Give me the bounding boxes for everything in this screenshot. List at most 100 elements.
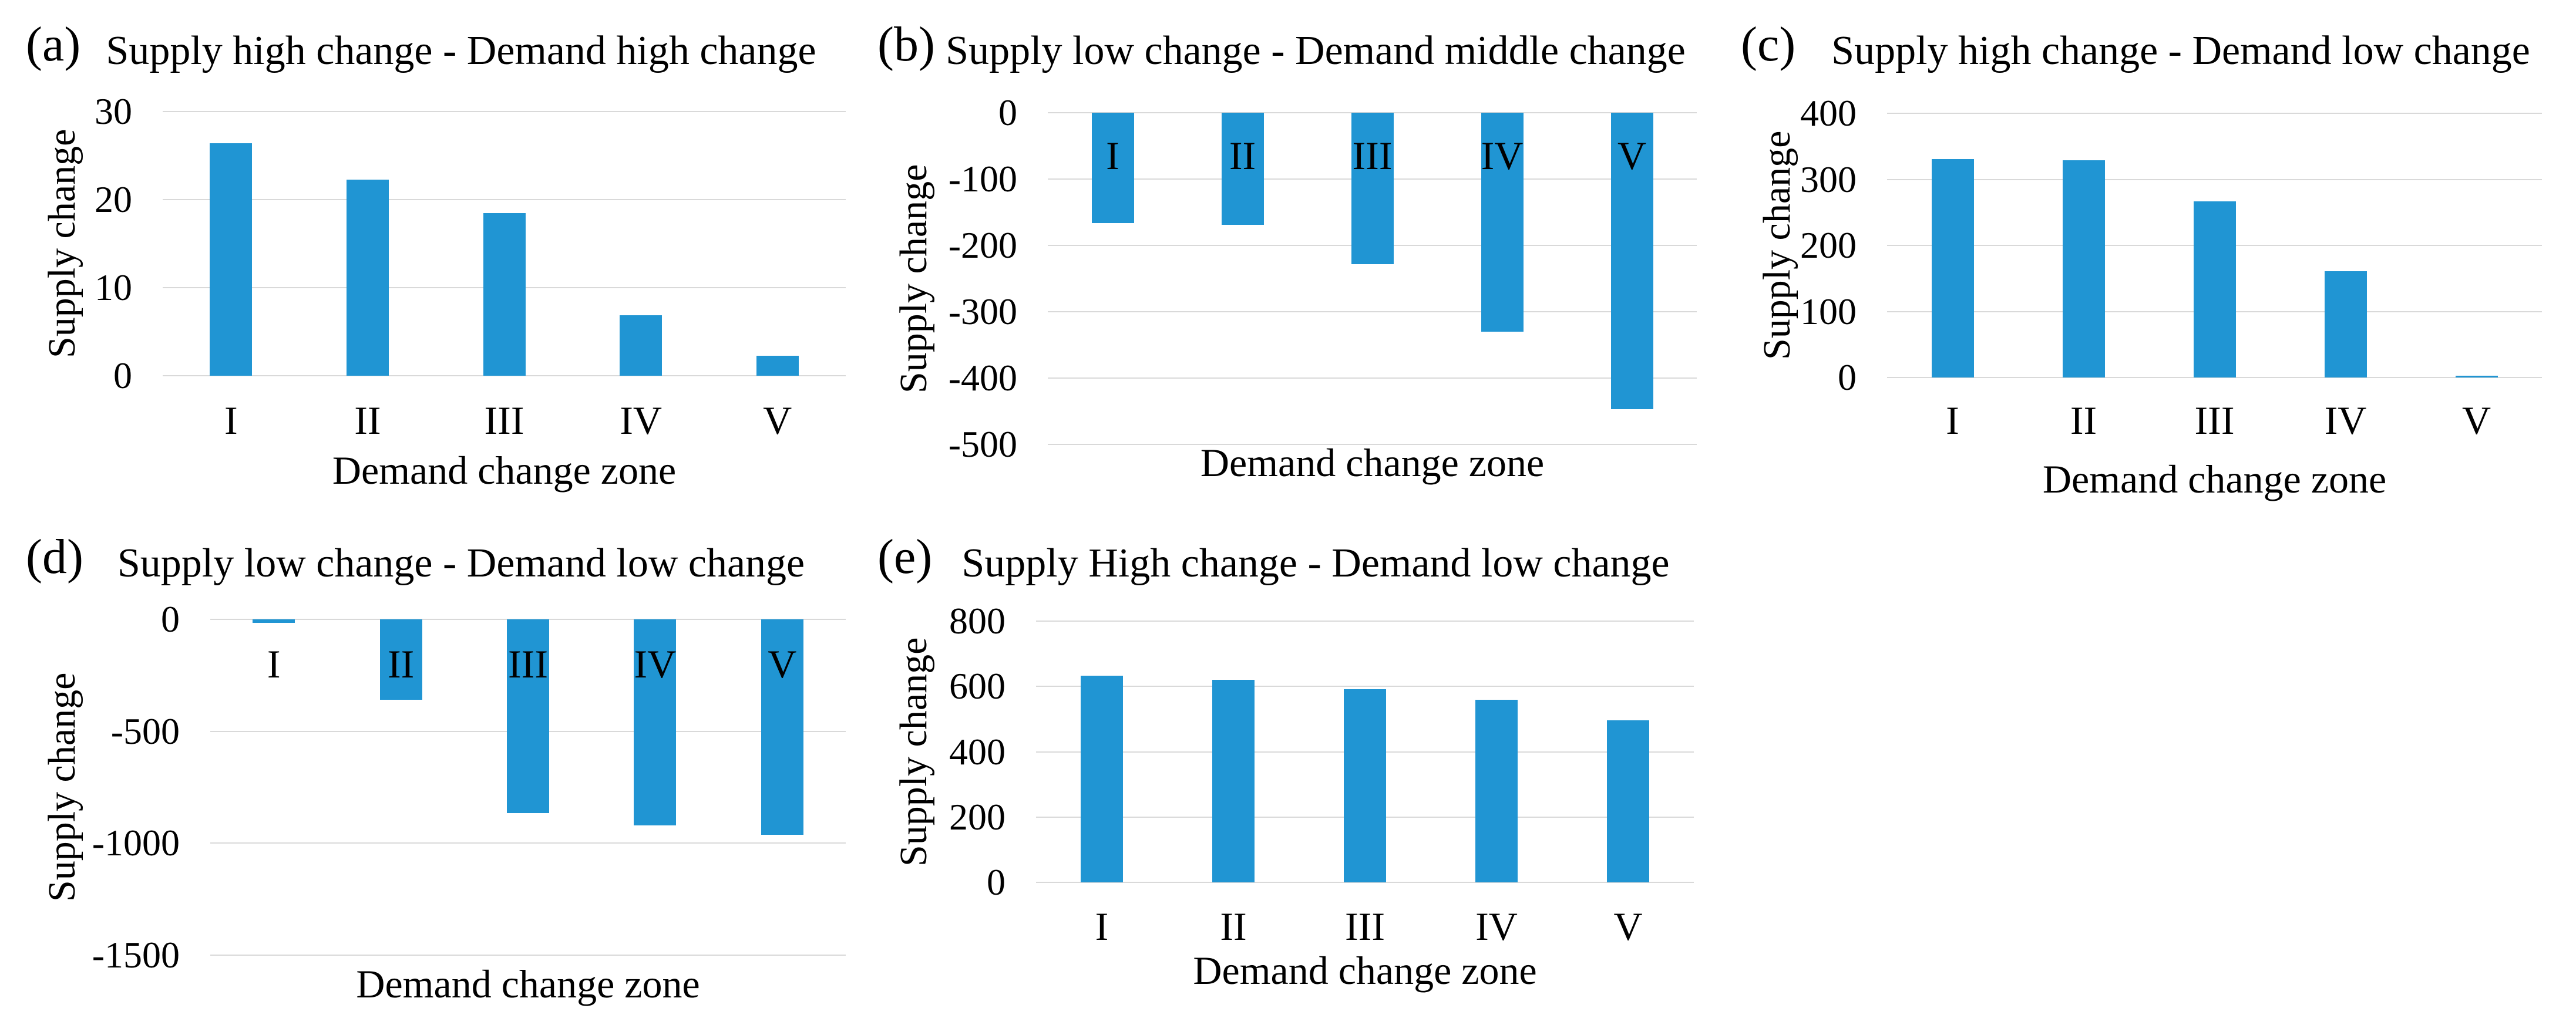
gridline: [210, 842, 846, 844]
bar-IV: [634, 619, 677, 826]
x-tick-label: II: [1229, 133, 1256, 178]
y-tick-label: -500: [110, 710, 180, 752]
bar-IV: [2324, 271, 2367, 377]
bar-V: [1610, 113, 1653, 410]
bar-III: [1344, 689, 1386, 882]
y-tick-label: 0: [113, 355, 132, 396]
gridline: [163, 199, 846, 200]
x-tick-label: II: [387, 642, 415, 686]
x-tick-label: III: [484, 398, 524, 443]
panel-label: (c): [1741, 17, 1796, 72]
plot-area: [1036, 621, 1694, 883]
y-tick-label: 400: [1800, 92, 1857, 134]
x-tick-label: II: [2070, 398, 2097, 443]
y-tick-label: 200: [1800, 224, 1857, 266]
y-tick-label: -100: [948, 158, 1017, 200]
plot-area: [1887, 113, 2542, 378]
bar-II: [2062, 160, 2105, 377]
y-tick-label: 20: [95, 178, 132, 220]
bar-I: [1931, 159, 1974, 377]
x-tick-label: V: [2461, 398, 2491, 443]
y-tick-label: -400: [948, 357, 1017, 399]
x-tick-label: III: [1352, 133, 1393, 178]
y-tick-label: 0: [1838, 356, 1857, 398]
bar-I: [1091, 113, 1134, 223]
y-tick-label: 10: [95, 267, 132, 308]
bar-II: [346, 179, 389, 376]
chart-panel-e: (e) Supply High change - Demand low chan…: [869, 512, 1709, 1025]
bar-III: [507, 619, 549, 814]
gridline: [1048, 377, 1697, 379]
chart-title: Supply low change - Demand low change: [117, 541, 805, 586]
x-tick-label: I: [1095, 904, 1109, 949]
chart-title: Supply high change - Demand low change: [1831, 28, 2530, 73]
bar-IV: [1481, 113, 1524, 332]
bar-V: [756, 355, 799, 376]
x-axis-label: Demand change zone: [2042, 457, 2387, 501]
bar-IV: [620, 315, 663, 376]
y-axis-ticks: 400 300 200 100 0: [1734, 92, 1857, 398]
bar-I: [210, 143, 253, 376]
y-axis-ticks: 800 600 400 200 0: [883, 600, 1005, 903]
gridline: [1036, 621, 1694, 622]
panel-label: (d): [26, 530, 83, 584]
panel-label: (b): [877, 17, 935, 72]
y-tick-label: 200: [949, 795, 1005, 838]
y-axis-ticks: 0 -500 -1000 -1500: [58, 598, 180, 976]
gridline: [1887, 113, 2542, 114]
x-tick-label: I: [1946, 398, 1959, 443]
chart-panel-c: (c) Supply high change - Demand low chan…: [1733, 0, 2576, 512]
x-axis-categories: I II III IV V: [163, 398, 846, 445]
bar-I: [253, 619, 295, 623]
chart-title: Supply low change - Demand middle change: [946, 28, 1686, 73]
x-tick-label: IV: [1481, 133, 1524, 178]
x-tick-label: I: [224, 398, 238, 443]
x-tick-label: IV: [620, 398, 662, 443]
bar-V: [2455, 375, 2498, 377]
x-tick-label: IV: [1475, 904, 1518, 949]
x-tick-label: III: [2194, 398, 2235, 443]
x-tick-label: III: [508, 642, 548, 686]
x-axis-label: Demand change zone: [1200, 440, 1545, 485]
y-tick-label: 100: [1800, 290, 1857, 332]
chart-panel-a: (a) Supply high change - Demand high cha…: [18, 0, 852, 512]
chart-title: Supply High change - Demand low change: [961, 541, 1670, 586]
bar-V: [1607, 720, 1649, 882]
x-axis-label: Demand change zone: [332, 448, 677, 493]
y-tick-label: 30: [95, 90, 132, 132]
x-tick-label: II: [354, 398, 381, 443]
y-tick-label: -1000: [92, 822, 180, 864]
x-tick-label: IV: [2324, 398, 2367, 443]
x-axis-categories: I II III IV V: [1036, 904, 1694, 951]
y-tick-label: -200: [948, 224, 1017, 266]
gridline: [163, 111, 846, 112]
bar-III: [2193, 201, 2236, 377]
bar-II: [1212, 680, 1255, 882]
bar-III: [1351, 113, 1394, 264]
plot-area: I II III IV V: [210, 619, 846, 956]
plot-area: I II III IV V: [1048, 112, 1697, 445]
bar-V: [761, 619, 803, 835]
x-tick-label: V: [1617, 133, 1647, 178]
chart-panel-b: (b) Supply low change - Demand middle ch…: [869, 0, 1709, 512]
gridline: [1036, 882, 1694, 883]
gridline: [210, 955, 846, 956]
gridline: [1036, 686, 1694, 687]
y-tick-label: 0: [161, 598, 180, 640]
x-tick-label: IV: [634, 642, 677, 686]
bar-IV: [1475, 699, 1518, 882]
panel-label: (e): [877, 530, 933, 584]
plot-area: [163, 111, 846, 376]
x-axis-categories: [210, 512, 846, 559]
y-tick-label: -500: [948, 423, 1017, 465]
gridline: [1048, 311, 1697, 312]
y-tick-label: -1500: [92, 934, 180, 976]
x-tick-label: III: [1345, 904, 1385, 949]
chart-panel-d: (d) Supply low change - Demand low chang…: [18, 512, 852, 1025]
y-axis-ticks: 0 -100 -200 -300 -400 -500: [895, 92, 1017, 465]
bar-II: [379, 619, 422, 700]
y-tick-label: 400: [949, 730, 1005, 773]
gridline: [1887, 178, 2542, 180]
x-tick-label: V: [1613, 904, 1643, 949]
